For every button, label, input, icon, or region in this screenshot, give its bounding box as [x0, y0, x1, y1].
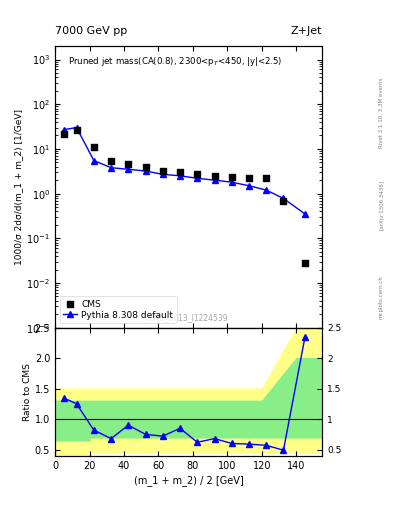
Pythia 8.308 default: [281, 196, 286, 202]
CMS: [142, 163, 149, 171]
Pythia 8.308 default: [247, 183, 252, 189]
CMS: [280, 197, 286, 205]
Y-axis label: Ratio to CMS: Ratio to CMS: [23, 362, 32, 421]
Pythia 8.308 default: [126, 166, 130, 173]
Pythia 8.308 default: [178, 173, 182, 179]
CMS: [177, 168, 183, 176]
CMS: [211, 172, 218, 180]
CMS: [108, 157, 114, 165]
CMS: [246, 174, 252, 182]
Text: [arXiv:1306.3436]: [arXiv:1306.3436]: [379, 180, 384, 230]
CMS: [229, 174, 235, 182]
CMS: [160, 167, 166, 175]
CMS: [194, 169, 200, 178]
Pythia 8.308 default: [230, 179, 234, 185]
Pythia 8.308 default: [61, 126, 66, 133]
X-axis label: (m_1 + m_2) / 2 [GeV]: (m_1 + m_2) / 2 [GeV]: [134, 475, 244, 485]
Legend: CMS, Pythia 8.308 default: CMS, Pythia 8.308 default: [59, 296, 177, 323]
Text: Rivet 3.1.10, 3.3M events: Rivet 3.1.10, 3.3M events: [379, 77, 384, 148]
Pythia 8.308 default: [160, 171, 165, 177]
CMS: [61, 130, 67, 138]
Line: Pythia 8.308 default: Pythia 8.308 default: [61, 125, 308, 217]
Text: Pruned jet mass(CA(0.8), 2300<p$_T$<450, |y|<2.5): Pruned jet mass(CA(0.8), 2300<p$_T$<450,…: [68, 55, 283, 68]
Text: CMS_2013_I1224539: CMS_2013_I1224539: [149, 313, 228, 322]
Y-axis label: 1000/σ 2dσ/d(m_1 + m_2) [1/GeV]: 1000/σ 2dσ/d(m_1 + m_2) [1/GeV]: [15, 109, 24, 265]
CMS: [125, 160, 131, 168]
Pythia 8.308 default: [143, 168, 148, 174]
Pythia 8.308 default: [109, 165, 114, 171]
CMS: [91, 143, 97, 151]
CMS: [302, 259, 308, 267]
Pythia 8.308 default: [195, 175, 200, 181]
CMS: [73, 125, 80, 134]
Pythia 8.308 default: [212, 177, 217, 183]
Pythia 8.308 default: [303, 211, 307, 217]
Text: Z+Jet: Z+Jet: [291, 26, 322, 36]
Pythia 8.308 default: [74, 124, 79, 131]
Pythia 8.308 default: [264, 187, 268, 193]
CMS: [263, 174, 269, 182]
Pythia 8.308 default: [92, 158, 96, 164]
Text: mcplots.cern.ch: mcplots.cern.ch: [379, 275, 384, 319]
Text: 7000 GeV pp: 7000 GeV pp: [55, 26, 127, 36]
